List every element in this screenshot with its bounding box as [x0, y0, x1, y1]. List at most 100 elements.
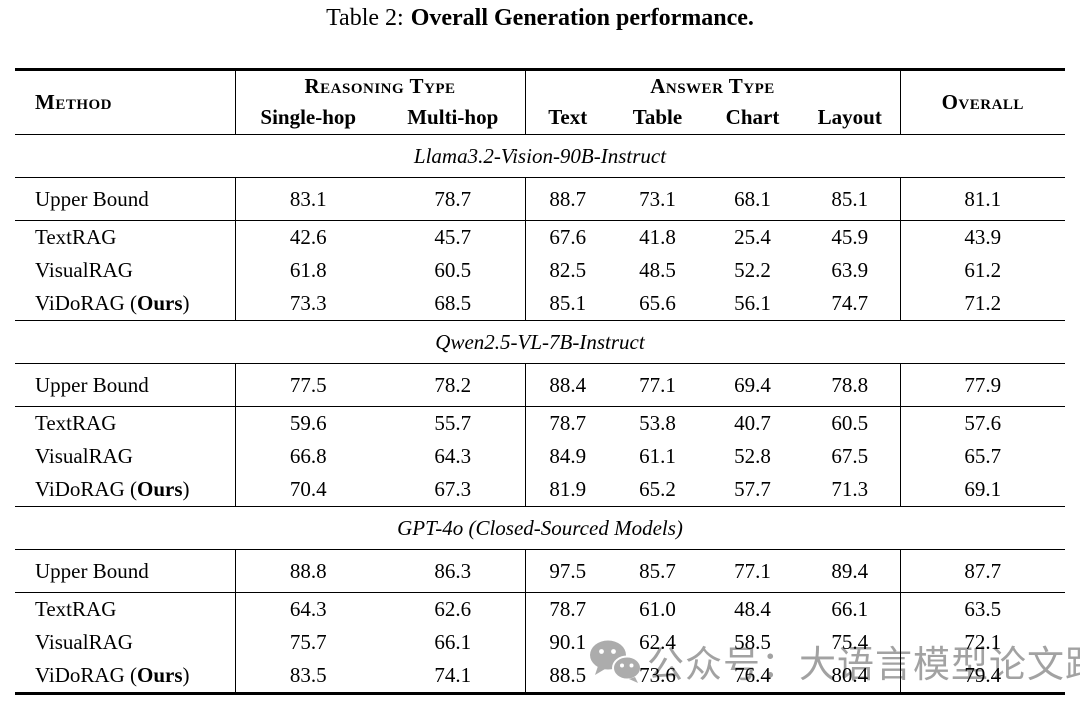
value-cell: 85.1: [800, 177, 900, 221]
value-cell: 66.1: [434, 630, 472, 654]
value-cell: 63.5: [899, 592, 1065, 626]
value-cell: 85.1: [524, 287, 610, 321]
method-label: TextRAG: [35, 225, 117, 249]
table-row: Upper Bound 83.1 78.7 88.7 73.1 68.1 85.…: [15, 177, 1065, 221]
col-header-single-hop: Single-hop: [235, 101, 381, 135]
value-cell: 52.2: [734, 258, 771, 282]
value-cell: 88.7: [524, 177, 610, 221]
value-cell: 82.5: [524, 254, 610, 287]
value-cell: 88.5: [524, 659, 610, 694]
value-cell: 71.2: [899, 287, 1065, 321]
table-row: TextRAG 42.6 45.7 67.6 41.8 25.4 45.9 43…: [15, 220, 1065, 255]
value-cell: 75.7: [234, 626, 381, 659]
method-cell: VisualRAG: [15, 626, 235, 659]
table-row: VisualRAG 61.8 60.5 82.5 48.5 52.2 63.9 …: [15, 254, 1065, 287]
value-cell: 61.0: [639, 597, 676, 621]
value-cell: 81.1: [899, 177, 1065, 221]
value-cell: 62.6: [434, 597, 472, 621]
method-cell: TextRAG: [15, 221, 235, 255]
value-cell: 72.1: [899, 626, 1065, 659]
value-cell: 60.5: [831, 411, 869, 435]
method-label: Upper Bound: [35, 558, 149, 583]
value-cell: 97.5: [524, 549, 610, 593]
value-cell: 77.5: [234, 363, 381, 407]
value-cell: 73.6: [639, 663, 676, 687]
section-header-row: Qwen2.5-VL-7B-Instruct: [15, 320, 1065, 364]
value-cell: 64.3: [234, 592, 381, 626]
header-sub-row: Single-hop Multi-hop Text Table Chart La…: [15, 101, 1065, 135]
caption-label: Table 2:: [326, 5, 404, 31]
value-cell: 59.6: [234, 406, 381, 440]
method-cell: ViDoRAG (Ours): [15, 473, 235, 507]
method-label: ViDoRAG (: [35, 477, 137, 501]
caption-title: Overall Generation performance.: [410, 5, 754, 31]
value-cell: 48.5: [639, 258, 676, 282]
value-cell: 83.1: [234, 177, 381, 221]
section-header-row: Llama3.2-Vision-90B-Instruct: [15, 134, 1065, 178]
method-cell: TextRAG: [15, 407, 235, 441]
header-group-row: Method Reasoning Type Answer Type Overal…: [15, 69, 1065, 135]
col-header-table: Table: [610, 101, 705, 135]
value-cell: 52.8: [734, 444, 771, 468]
value-cell: 43.9: [899, 220, 1065, 254]
method-label: VisualRAG: [35, 444, 133, 468]
method-label: Upper Bound: [35, 186, 149, 211]
value-cell: 73.3: [234, 287, 381, 321]
value-cell: 88.4: [524, 363, 610, 407]
table-row: Upper Bound 88.8 86.3 97.5 85.7 77.1 89.…: [15, 549, 1065, 593]
value-cell: 77.1: [610, 363, 705, 407]
value-cell: 45.7: [434, 225, 472, 249]
value-cell: 81.9: [524, 473, 610, 507]
value-cell: 68.5: [434, 291, 472, 315]
value-cell: 66.1: [831, 597, 869, 621]
col-group-answer-type: Answer Type: [524, 69, 900, 101]
value-cell: 25.4: [734, 225, 771, 249]
value-cell: 65.6: [639, 291, 676, 315]
value-cell: 71.3: [831, 477, 869, 501]
value-cell: 57.6: [899, 406, 1065, 440]
value-cell: 56.1: [734, 291, 771, 315]
method-label: VisualRAG: [35, 258, 133, 282]
value-cell: 87.7: [899, 549, 1065, 593]
value-cell: 77.1: [705, 549, 800, 593]
value-cell: 83.5: [234, 659, 381, 694]
table-row: VisualRAG 66.8 64.3 84.9 61.1 52.8 67.5 …: [15, 440, 1065, 473]
col-group-reasoning-type: Reasoning Type: [304, 73, 456, 98]
value-cell: 61.1: [639, 444, 676, 468]
table-row: TextRAG 64.3 62.6 78.7 61.0 48.4 66.1 63…: [15, 592, 1065, 626]
method-cell: Upper Bound: [15, 177, 235, 221]
col-header-layout: Layout: [800, 101, 900, 135]
model-name: Qwen2.5-VL-7B-Instruct: [15, 320, 1065, 364]
table-row: TextRAG 59.6 55.7 78.7 53.8 40.7 60.5 57…: [15, 406, 1065, 441]
value-cell: 65.2: [639, 477, 676, 501]
value-cell: 76.4: [734, 663, 771, 687]
value-cell: 78.7: [524, 406, 610, 440]
value-cell: 68.1: [705, 177, 800, 221]
method-label: ): [182, 291, 190, 315]
ours-label: Ours: [137, 291, 183, 315]
value-cell: 40.7: [734, 411, 771, 435]
section-header-row: GPT-4o (Closed-Sourced Models): [15, 506, 1065, 550]
value-cell: 86.3: [381, 549, 525, 593]
value-cell: 61.2: [899, 254, 1065, 287]
value-cell: 74.1: [434, 663, 472, 687]
ours-label: Ours: [137, 663, 183, 687]
value-cell: 78.2: [381, 363, 525, 407]
value-cell: 69.4: [705, 363, 800, 407]
value-cell: 58.5: [734, 630, 771, 654]
value-cell: 70.4: [234, 473, 381, 507]
method-label: Upper Bound: [35, 372, 149, 397]
value-cell: 79.4: [899, 659, 1065, 694]
value-cell: 53.8: [639, 411, 676, 435]
value-cell: 90.1: [524, 626, 610, 659]
method-label: TextRAG: [35, 597, 117, 621]
value-cell: 75.4: [831, 630, 869, 654]
value-cell: 85.7: [610, 549, 705, 593]
method-cell: ViDoRAG (Ours): [15, 659, 235, 694]
value-cell: 74.7: [831, 291, 869, 315]
value-cell: 78.7: [524, 592, 610, 626]
value-cell: 78.7: [381, 177, 525, 221]
value-cell: 61.8: [234, 254, 381, 287]
method-cell: VisualRAG: [15, 440, 235, 473]
